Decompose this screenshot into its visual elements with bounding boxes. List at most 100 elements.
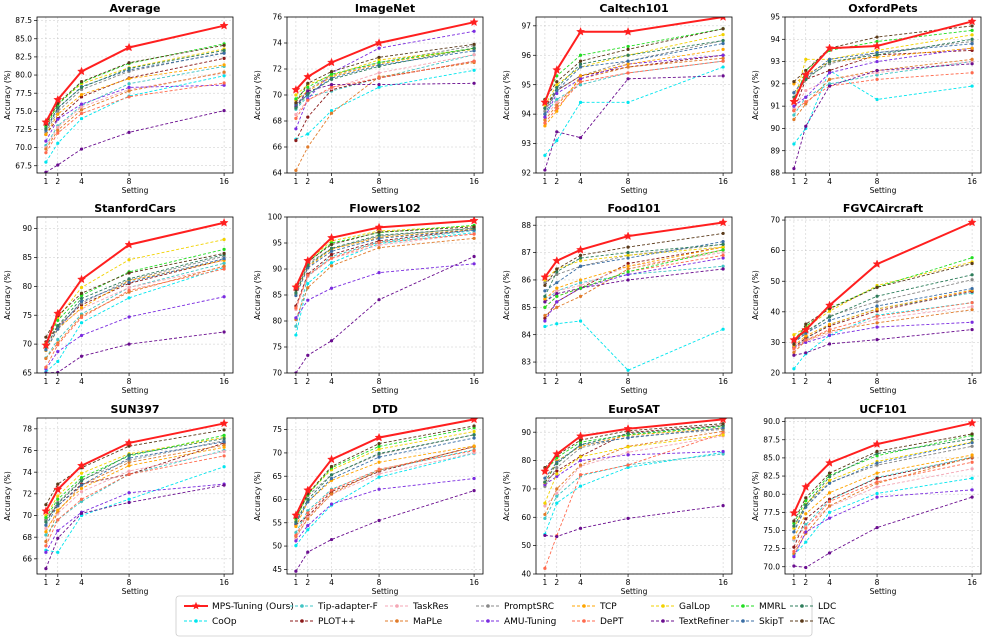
data-point <box>127 280 131 284</box>
x-tick-label: 2 <box>554 377 559 386</box>
data-point <box>56 529 60 533</box>
data-point <box>127 258 131 262</box>
series-line-promptsrc <box>544 243 724 284</box>
y-tick-label: 70 <box>521 485 531 494</box>
series-line-amu-tuning <box>45 296 225 370</box>
data-point <box>472 232 476 236</box>
data-point <box>127 95 131 99</box>
data-point <box>578 438 583 442</box>
data-point <box>543 480 547 484</box>
data-point <box>792 346 796 351</box>
data-point <box>875 338 879 342</box>
data-point <box>804 95 808 99</box>
x-axis-label: Setting <box>372 386 399 395</box>
series-line-textrefiner <box>544 75 724 171</box>
data-point <box>306 281 310 286</box>
data-point <box>970 39 974 44</box>
y-axis-label: Accuracy (%) <box>751 70 760 120</box>
data-point-star <box>374 38 384 47</box>
plot-frame <box>535 16 733 174</box>
data-point-star <box>552 256 562 265</box>
data-point <box>827 68 832 73</box>
series-line-mmrl <box>544 249 724 308</box>
data-point <box>79 497 84 501</box>
data-point <box>555 305 559 309</box>
legend-label: MPS-Tuning (Ours) <box>212 602 294 612</box>
data-point <box>472 49 476 53</box>
y-tick-label: 68 <box>22 533 32 542</box>
data-point <box>377 467 381 471</box>
series-line-tip-adapter-f <box>45 450 225 536</box>
data-point <box>970 460 974 464</box>
data-point <box>721 65 725 69</box>
data-point <box>56 318 60 323</box>
data-point <box>578 458 583 463</box>
panel-title: Caltech101 <box>599 2 668 15</box>
data-point <box>721 240 725 244</box>
data-point <box>721 253 725 257</box>
data-point <box>970 308 974 312</box>
series-line-mmrl <box>295 224 475 289</box>
data-point <box>792 564 796 568</box>
data-point <box>472 429 476 434</box>
data-point <box>626 436 630 440</box>
data-point <box>792 142 796 146</box>
data-point <box>222 81 226 85</box>
y-tick-label: 75 <box>22 311 32 320</box>
y-tick-label: 74 <box>22 468 32 477</box>
data-point <box>377 475 381 479</box>
data-point <box>827 82 832 86</box>
panel-ucf101: UCF101 70.0 72.5 75.0 77.5 80.0 82.5 85.0 87.5 90… <box>751 403 982 596</box>
x-tick-label: 1 <box>792 377 797 386</box>
data-point <box>555 106 559 110</box>
data-point <box>875 285 879 289</box>
y-tick-label: 94 <box>770 35 780 44</box>
data-point <box>56 501 60 506</box>
data-point <box>626 62 630 66</box>
y-tick-label: 90 <box>770 124 780 133</box>
data-point <box>827 84 832 88</box>
data-point <box>79 306 84 310</box>
data-point-star <box>219 418 229 428</box>
data-point <box>804 102 808 106</box>
data-point <box>222 330 226 334</box>
data-point <box>79 291 84 295</box>
series-line-tip-adapter-f <box>295 230 475 327</box>
x-tick-label: 1 <box>543 578 548 587</box>
data-point <box>827 478 832 482</box>
data-point <box>56 337 60 342</box>
data-point-star <box>540 97 550 107</box>
y-tick-label: 80 <box>272 317 282 326</box>
series-line-taskres <box>45 72 225 148</box>
data-point <box>329 252 334 257</box>
y-tick-label: 85.0 <box>763 454 780 463</box>
data-point <box>721 433 725 437</box>
data-point <box>970 495 974 499</box>
data-point <box>329 246 334 250</box>
data-point <box>377 85 381 89</box>
series-line-amu-tuning <box>544 451 724 486</box>
series-line-taskres <box>544 252 724 300</box>
data-point-star <box>789 96 799 106</box>
data-point-star <box>825 300 835 310</box>
series-line-mps-tuning-ours- <box>45 422 225 512</box>
data-point <box>543 281 547 285</box>
series-line-tcp <box>295 229 475 295</box>
data-point-star <box>623 424 633 433</box>
data-point <box>56 327 60 331</box>
data-point <box>377 76 381 80</box>
series-group <box>540 217 728 372</box>
data-point <box>721 74 725 78</box>
data-point <box>329 537 334 542</box>
y-tick-label: 68 <box>272 117 282 126</box>
data-point <box>626 256 630 260</box>
data-point <box>222 428 226 432</box>
data-point-star <box>623 26 633 36</box>
data-point <box>792 117 796 122</box>
plot-frame <box>36 216 234 374</box>
data-point <box>578 62 583 66</box>
data-point <box>875 317 879 321</box>
x-tick-label: 16 <box>718 578 728 587</box>
y-tick-label: 70.0 <box>15 143 32 152</box>
data-point <box>804 530 808 534</box>
